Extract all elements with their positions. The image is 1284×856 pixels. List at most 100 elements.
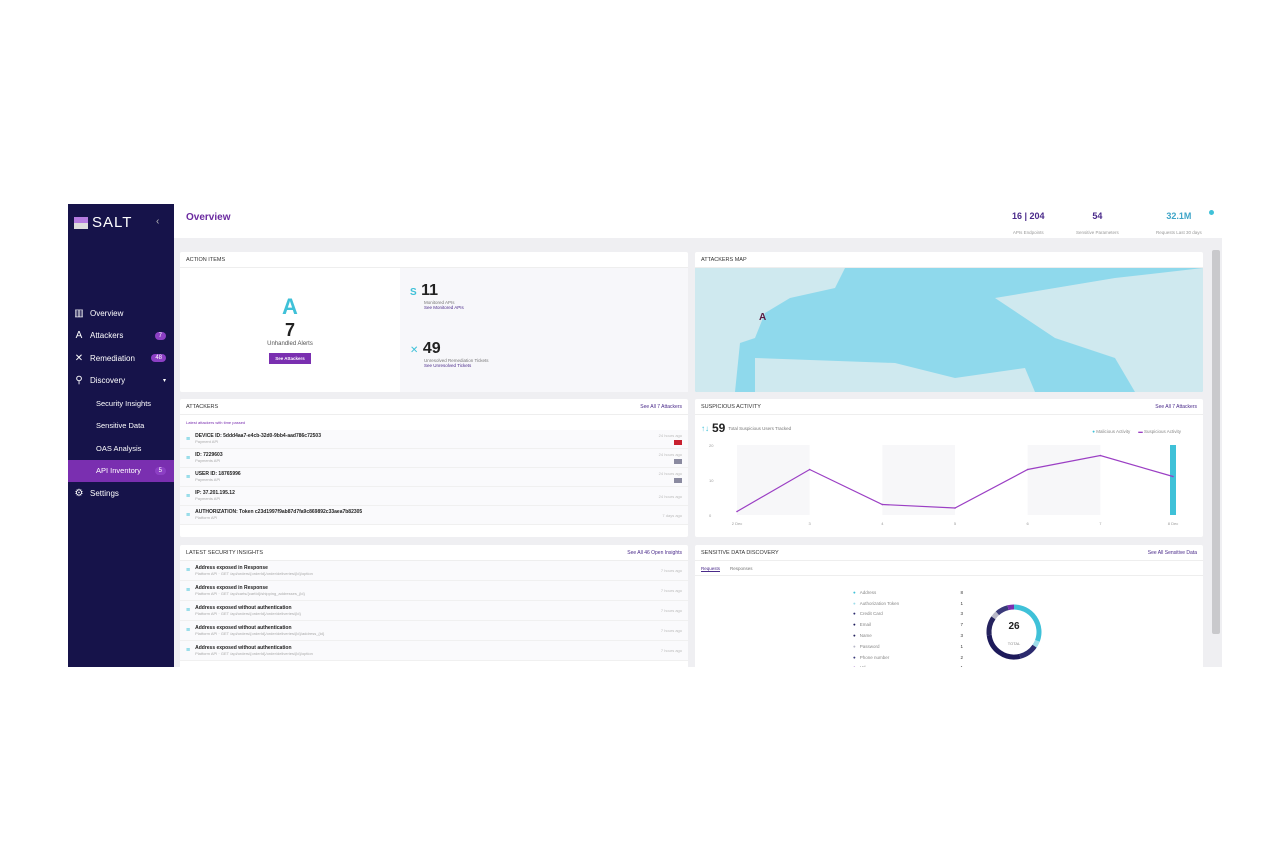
sensitive-item[interactable]: ● Name 3 [853,630,963,641]
y-tick-label: 20 [709,443,714,448]
attacker-time: 24 hours ago [658,452,682,457]
insight-row[interactable]: ≡ Address exposed without authentication P… [180,621,688,641]
sidebar-item-security-insights[interactable]: Security Insights [68,392,174,415]
sidebar-item-discovery[interactable]: ⚲ Discovery ▾ [68,370,174,393]
sensitive-label: Url [860,665,866,667]
sidebar-item-settings[interactable]: ⚙ Settings [68,482,174,505]
panel-title: LATEST SECURITY INSIGHTS [186,550,264,556]
sidebar-item-sensitive-data[interactable]: Sensitive Data [68,415,174,438]
tab-responses[interactable]: Responses [730,566,753,571]
scrollbar[interactable] [1212,250,1220,634]
stat-value: 32.1M [1166,211,1192,221]
see-all-attackers-link[interactable]: See All 7 Attackers [640,404,682,410]
overview-icon: ▥ [74,307,84,319]
see-all-insights-link[interactable]: See All 46 Open Insights [627,550,682,556]
count-badge: 5 [154,466,166,475]
attacker-marker[interactable]: A [759,312,766,323]
see-monitored-link[interactable]: See Monitored APIs [424,305,464,310]
sensitive-item[interactable]: ● Email 7 [853,619,963,630]
world-map[interactable]: A [695,268,1203,392]
insight-title: Address exposed in Response [195,584,268,591]
stat-requests[interactable]: 32.1M Requests Last 30 days [1156,211,1202,239]
attacker-time-block: 24 hours ago [659,471,682,483]
action-items-panel: ACTION ITEMS A 7 Unhandled Alerts See At… [180,252,688,392]
suspicious-point[interactable] [1099,454,1102,457]
y-tick-label: 10 [709,478,714,483]
see-all-attackers-link[interactable]: See All 7 Attackers [1155,404,1197,410]
insight-path: Platform API · GET /api/orders/{orderId}… [195,650,313,656]
insights-list: ≡ Address exposed in Response Platform API… [180,561,688,661]
suspicious-point[interactable] [954,507,956,509]
sidebar-item-label: Overview [90,308,124,318]
insight-info: Address exposed in Response Platform API … [195,585,305,597]
sensitive-count: 1 [960,600,963,606]
user-avatar[interactable] [1209,210,1214,215]
suspicious-point[interactable] [1026,468,1029,471]
stat-label: APIs Endpoints [1012,230,1044,235]
attacker-time-block: 7 days ago [662,513,682,518]
sensitive-count: 8 [960,589,963,595]
stat-apis[interactable]: 16 | 204 APIs Endpoints [1012,211,1045,239]
insight-path: Platform API · GET /api/orders/{orderId}… [195,630,325,636]
attacker-row[interactable]: ≡ USER ID: 18765996 Payments API 24 hours a… [180,468,688,487]
insight-time: 7 hours ago [660,588,682,593]
attacker-row[interactable]: ≡ DEVICE ID: 5ddd4aa7-e4cb-32d0-9bb4-aad7… [180,430,688,449]
collapse-sidebar-icon[interactable]: ‹ [156,216,160,227]
sensitive-item[interactable]: ● Address 8 [853,587,963,598]
attacker-row[interactable]: ≡ AUTHORIZATION: Token c23d1997f9ab87d7fa… [180,506,688,525]
legend-dot-icon: ● [853,633,856,639]
attacker-id: IP: 37.201.195.12 [195,490,235,496]
donut-slice-address[interactable] [1013,604,1042,642]
sidebar-item-label: Attackers [90,331,124,341]
suspicious-point[interactable] [736,510,738,513]
tab-requests[interactable]: Requests [701,566,721,572]
sensitive-label: Address [859,589,877,595]
suspicious-point[interactable] [1172,475,1174,478]
legend-dot-icon: ● [853,622,856,628]
stat-sensitive[interactable]: 54 Sensitive Parameters [1076,211,1119,239]
donut-slice-phone-number[interactable] [995,605,1009,616]
app: SALT ‹ ▥ Overview A Attackers 7 ✕ Remediation 4… [68,204,1222,667]
donut-slice-name[interactable] [986,616,996,636]
sensitive-item[interactable]: ● Phone number 2 [853,652,963,663]
attacker-row[interactable]: ≡ ID: 7229603 Payments API 24 hours ago [180,449,688,468]
attacker-info: AUTHORIZATION: Token c23d1997f9ab87d7fa9… [195,509,362,521]
insight-row[interactable]: ≡ Address exposed without authentication P… [180,601,688,621]
sidebar-item-remediation[interactable]: ✕ Remediation 48 [68,347,174,370]
count-badge: 7 [154,331,166,340]
sensitive-item[interactable]: ● Password 1 [853,641,963,652]
sensitive-item[interactable]: ● Url 1 [853,663,963,667]
see-all-sensitive-link[interactable]: See All Sensitive Data [1147,550,1197,556]
insight-title: Address exposed without authentication [195,644,292,651]
suspicious-point[interactable] [808,468,811,471]
sensitive-label: Password [859,643,880,649]
chevron-down-icon[interactable]: ▾ [162,378,166,385]
sensitive-item[interactable]: ● Authorization Token 1 [853,598,963,609]
see-tickets-link[interactable]: See Unresolved Tickets [424,363,472,368]
donut-slice-url[interactable] [1007,604,1015,611]
attacker-icon: A [75,330,83,342]
donut-slice-authorization-token[interactable] [1032,639,1040,648]
insight-row[interactable]: ≡ Address exposed in Response Platform API… [180,561,688,581]
insight-time: 7 hours ago [660,568,682,573]
donut-slice-credit-card[interactable] [1019,644,1037,659]
monitored-label: Monitored APIs [424,300,455,305]
sensitive-label: Name [859,633,872,639]
insight-row[interactable]: ≡ Address exposed in Response Platform API… [180,581,688,601]
legend-dot-icon: ● [853,611,856,617]
sidebar-item-attackers[interactable]: A Attackers 7 [68,325,174,348]
donut-slice-password[interactable] [991,611,1000,620]
donut-slice-email[interactable] [986,634,1021,660]
attackers-panel: ATTACKERS See All 7 Attackers Latest atta… [180,399,688,537]
stat-label: Sensitive Parameters [1076,230,1119,235]
see-attackers-button[interactable]: See Attackers [269,353,311,364]
insight-row[interactable]: ≡ Address exposed without authentication P… [180,641,688,661]
sensitive-item[interactable]: ● Credit Card 3 [853,609,963,620]
sidebar-item-api-inventory[interactable]: API Inventory 5 [68,459,174,482]
sidebar-item-overview[interactable]: ▥ Overview [68,302,174,325]
sidebar-item-oas-analysis[interactable]: OAS Analysis [68,437,174,460]
stat-value: 54 [1092,211,1103,221]
suspicious-point[interactable] [881,503,884,506]
attacker-row[interactable]: ≡ IP: 37.201.195.12 Payments API 24 hours a… [180,487,688,506]
malicious-bar[interactable] [1170,445,1176,515]
